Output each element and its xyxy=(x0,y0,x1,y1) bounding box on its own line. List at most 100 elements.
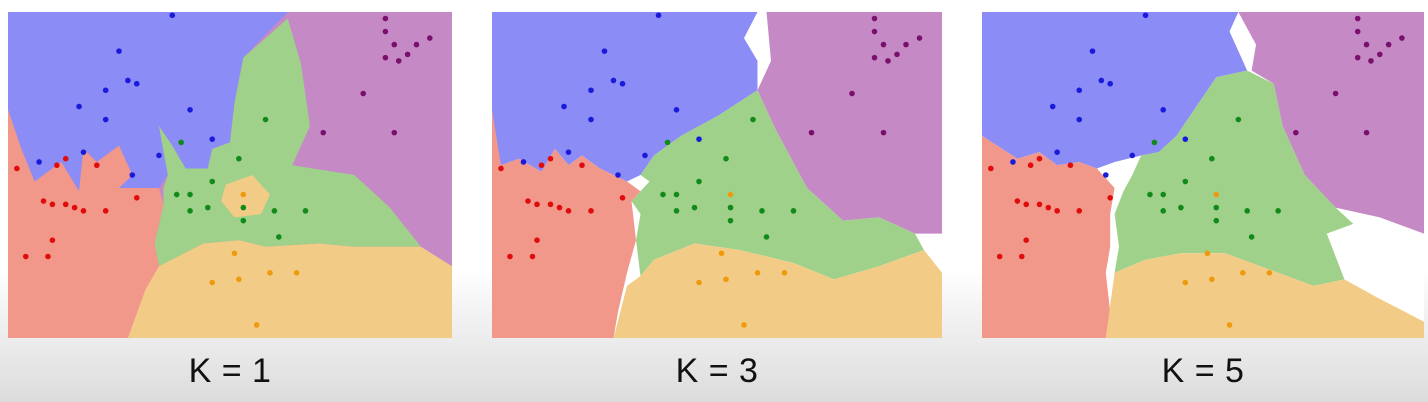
red-point xyxy=(1045,204,1052,211)
red-point xyxy=(556,204,563,211)
red-point xyxy=(547,155,554,162)
region-green xyxy=(1114,70,1354,286)
orange-point xyxy=(240,191,247,198)
purple-point xyxy=(413,41,420,48)
blue-point xyxy=(696,136,702,142)
red-point xyxy=(529,253,536,260)
purple-point xyxy=(391,129,398,136)
region-red xyxy=(8,109,164,338)
purple-point xyxy=(1354,15,1361,22)
red-point xyxy=(588,208,594,214)
green-point xyxy=(691,204,698,211)
red-point xyxy=(996,253,1003,260)
green-point xyxy=(1160,208,1167,214)
caption-k3: K = 3 xyxy=(675,352,759,390)
green-point xyxy=(187,191,193,198)
blue-point xyxy=(125,77,131,84)
panel-k1 xyxy=(8,12,452,338)
green-point xyxy=(187,208,193,214)
blue-point xyxy=(1089,48,1096,54)
red-point xyxy=(1054,208,1060,214)
blue-point xyxy=(36,159,42,165)
purple-point xyxy=(382,28,389,35)
purple-point xyxy=(1385,41,1392,48)
red-point xyxy=(1014,198,1021,204)
blue-point xyxy=(565,149,572,155)
blue-point xyxy=(1076,87,1083,94)
red-point xyxy=(534,201,540,208)
blue-point xyxy=(209,136,216,142)
purple-point xyxy=(427,35,433,41)
red-point xyxy=(49,237,56,243)
region-red xyxy=(982,135,1115,338)
orange-point xyxy=(727,191,734,198)
blue-point xyxy=(520,159,527,165)
purple-point xyxy=(1293,129,1299,136)
red-point xyxy=(538,162,545,169)
red-point xyxy=(22,253,29,260)
green-point xyxy=(271,208,278,214)
purple-point xyxy=(1368,58,1374,64)
red-point xyxy=(1023,237,1029,243)
green-point xyxy=(660,191,666,198)
green-point xyxy=(209,178,216,185)
green-point xyxy=(302,208,309,214)
green-point xyxy=(723,155,729,162)
blue-point xyxy=(1182,136,1189,142)
orange-point xyxy=(754,270,761,276)
purple-point xyxy=(1399,35,1405,41)
green-point xyxy=(696,178,702,185)
blue-point xyxy=(76,103,82,110)
red-point xyxy=(133,195,140,201)
region-orange xyxy=(613,243,942,338)
orange-point xyxy=(1204,250,1211,257)
red-point xyxy=(1027,162,1034,169)
purple-point xyxy=(1377,51,1383,58)
orange-point xyxy=(696,279,702,286)
red-point xyxy=(988,165,994,172)
blue-point xyxy=(1054,149,1060,155)
red-point xyxy=(565,208,572,214)
panel-k3 xyxy=(492,12,942,338)
green-point xyxy=(173,191,180,198)
red-point xyxy=(525,198,531,204)
region-green xyxy=(631,90,924,280)
region-blue xyxy=(492,12,758,182)
purple-point xyxy=(916,35,923,41)
blue-point xyxy=(133,80,140,87)
red-point xyxy=(619,195,626,201)
green-point xyxy=(1275,208,1281,214)
points-k5 xyxy=(988,12,1405,328)
red-point xyxy=(1107,195,1113,201)
region-blue xyxy=(982,12,1248,169)
blue-point xyxy=(642,152,648,159)
orange-point xyxy=(231,250,238,257)
blue-point xyxy=(1142,12,1149,19)
blue-point xyxy=(561,103,567,110)
orange-point xyxy=(723,276,729,283)
blue-point xyxy=(187,107,193,113)
blue-point xyxy=(673,107,680,113)
blue-point xyxy=(1160,107,1167,113)
purple-point xyxy=(849,90,855,97)
purple-point xyxy=(885,58,891,64)
points-k3 xyxy=(498,12,923,328)
green-point xyxy=(664,139,671,146)
red-point xyxy=(62,201,69,208)
red-point xyxy=(1023,201,1029,208)
purple-point xyxy=(1354,54,1361,61)
decision-map-k1 xyxy=(8,12,452,338)
green-point xyxy=(1209,155,1215,162)
blue-point xyxy=(80,149,87,155)
panel-k5 xyxy=(982,12,1424,338)
green-point xyxy=(178,139,184,146)
green-point xyxy=(1235,116,1242,123)
caption-k1: K = 1 xyxy=(188,352,272,390)
red-point xyxy=(1067,162,1074,169)
purple-point xyxy=(391,41,398,48)
region-purple xyxy=(757,12,942,234)
orange-point xyxy=(236,276,242,283)
purple-point xyxy=(871,54,878,61)
orange-point xyxy=(1226,322,1233,328)
green-point xyxy=(1178,204,1184,211)
